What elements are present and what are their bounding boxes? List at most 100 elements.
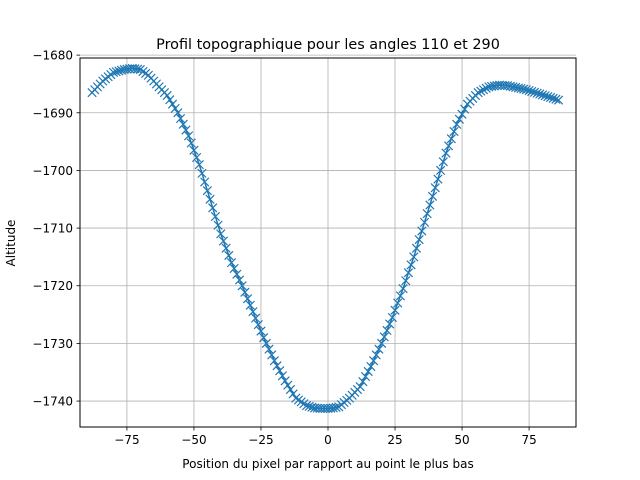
data-point-marker: [165, 95, 175, 105]
data-point-marker: [253, 320, 263, 330]
x-tick-label: −50: [181, 433, 206, 447]
data-point-marker: [213, 220, 223, 230]
data-point-marker: [229, 263, 239, 274]
data-point-marker: [521, 85, 532, 95]
data-point-marker: [476, 86, 486, 96]
data-point-marker: [540, 91, 550, 101]
x-tick-label: 0: [324, 433, 332, 447]
data-point-marker: [532, 88, 542, 98]
data-point-marker: [543, 92, 553, 102]
data-point-marker: [267, 350, 277, 360]
data-point-marker: [516, 83, 526, 94]
data-point-marker: [200, 177, 210, 187]
data-point-marker: [427, 191, 438, 201]
data-point-marker: [272, 361, 282, 371]
data-point-marker: [403, 268, 414, 278]
data-point-marker: [379, 332, 389, 342]
data-point-marker: [454, 114, 464, 124]
data-point-marker: [481, 83, 491, 93]
data-point-marker: [382, 325, 392, 336]
data-point-marker: [242, 294, 253, 304]
data-point-marker: [208, 203, 218, 213]
data-point-marker: [226, 258, 237, 268]
data-point-marker: [374, 344, 384, 354]
data-point-marker: [452, 119, 462, 129]
data-point-marker: [133, 64, 143, 74]
series-profile: [87, 63, 564, 414]
data-point-marker: [444, 141, 454, 151]
data-point-marker: [393, 298, 403, 308]
data-point-marker: [401, 276, 411, 286]
y-tick-label: −1710: [32, 222, 73, 236]
data-point-marker: [111, 67, 121, 77]
y-tick-label: −1700: [32, 164, 73, 178]
data-point-marker: [205, 194, 215, 204]
data-point-marker: [449, 126, 459, 137]
data-point-marker: [202, 185, 212, 196]
data-point-marker: [425, 200, 435, 210]
data-point-marker: [181, 125, 191, 135]
data-point-marker: [178, 119, 188, 129]
data-point-marker: [535, 89, 545, 99]
y-tick-label: −1720: [32, 279, 73, 293]
data-point-marker: [366, 361, 376, 372]
data-point-marker: [170, 103, 180, 114]
data-point-marker: [545, 92, 556, 103]
data-point-marker: [189, 145, 199, 155]
data-point-marker: [551, 94, 561, 104]
data-point-marker: [216, 229, 226, 239]
data-point-marker: [116, 65, 127, 75]
data-point-marker: [363, 366, 373, 377]
data-point-marker: [114, 66, 124, 76]
data-point-marker: [478, 85, 489, 95]
data-point-marker: [331, 402, 341, 413]
data-point-marker: [261, 338, 271, 349]
data-point-marker: [460, 104, 470, 114]
data-point-marker: [548, 93, 558, 103]
data-point-marker: [430, 183, 440, 193]
data-point-marker: [283, 380, 293, 390]
data-point-marker: [304, 401, 314, 412]
y-tick-label: −1680: [32, 49, 73, 63]
data-point-marker: [248, 307, 258, 317]
data-point-marker: [194, 160, 204, 170]
y-axis-label: Altitude: [4, 220, 18, 267]
data-point-marker: [210, 211, 221, 222]
data-point-marker: [175, 113, 186, 124]
data-point-marker: [435, 165, 446, 176]
data-point-marker: [183, 131, 194, 141]
data-point-marker: [519, 84, 529, 94]
data-point-marker: [186, 138, 196, 148]
data-point-marker: [419, 217, 430, 227]
data-point-marker: [385, 319, 395, 329]
y-axis: −1680 −1690 −1700 −1710 −1720 −1730 −1740: [32, 49, 80, 409]
data-point-marker: [269, 356, 280, 366]
data-point-marker: [433, 174, 443, 184]
data-point-marker: [371, 350, 381, 360]
y-tick-label: −1740: [32, 395, 73, 409]
data-point-marker: [398, 284, 408, 294]
data-point-marker: [524, 85, 534, 96]
data-point-marker: [537, 90, 548, 100]
data-point-marker: [513, 83, 523, 93]
data-point-marker: [441, 148, 451, 158]
data-point-marker: [224, 250, 234, 261]
data-point-marker: [414, 234, 424, 245]
x-tick-label: 50: [454, 433, 469, 447]
data-point-marker: [328, 403, 338, 413]
data-point-marker: [234, 275, 245, 285]
data-point-marker: [446, 134, 456, 144]
data-point-marker: [527, 86, 537, 97]
data-point-marker: [438, 157, 448, 167]
data-point-marker: [553, 95, 564, 105]
data-point-marker: [457, 109, 467, 119]
chart-title: Profil topographique pour les angles 110…: [156, 37, 500, 53]
data-point-marker: [232, 269, 242, 279]
data-point-marker: [505, 81, 515, 91]
data-point-marker: [390, 305, 400, 315]
data-point-marker: [395, 291, 406, 301]
data-point-marker: [411, 243, 422, 253]
data-point-marker: [250, 313, 261, 323]
data-point-marker: [417, 226, 427, 236]
